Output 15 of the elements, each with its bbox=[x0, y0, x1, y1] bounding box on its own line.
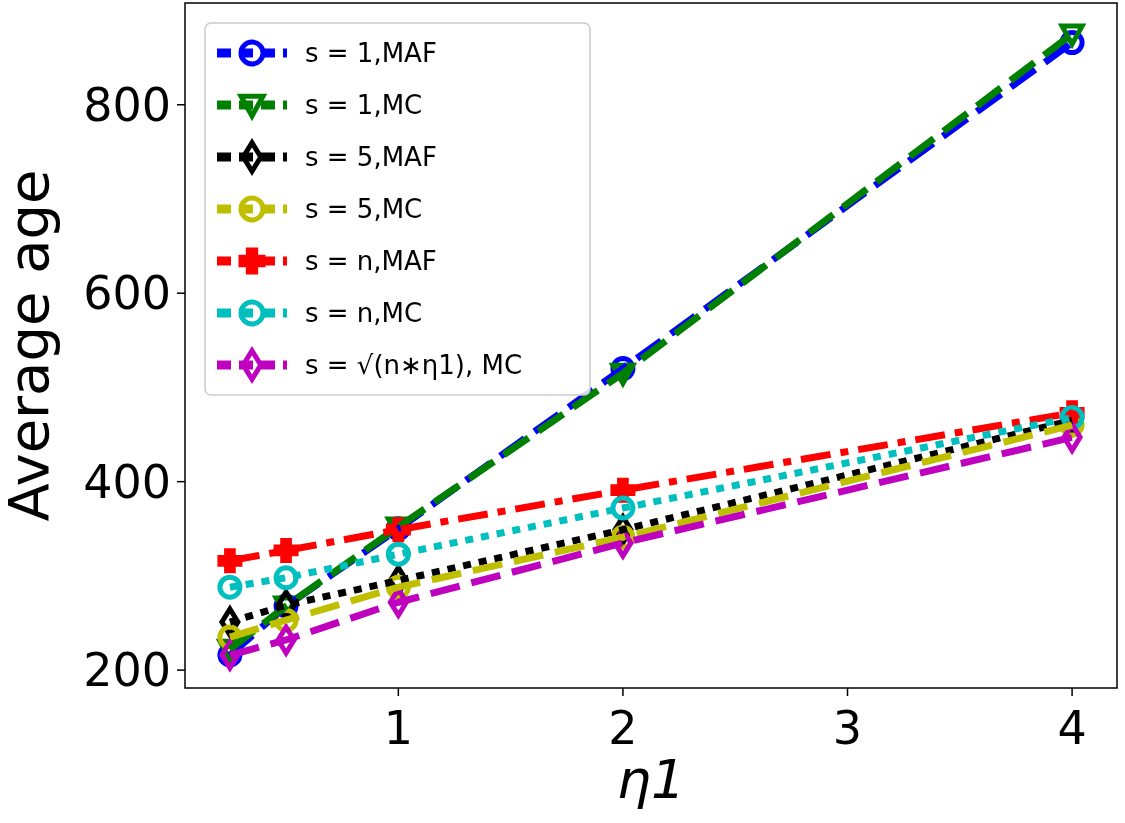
legend-label: s = n,MC bbox=[305, 298, 423, 328]
y-axis-title: Average age bbox=[0, 169, 61, 522]
x-tick-label: 3 bbox=[832, 701, 863, 755]
y-tick-label: 600 bbox=[83, 266, 171, 321]
y-tick-label: 400 bbox=[83, 454, 171, 509]
y-tick-label: 800 bbox=[83, 77, 171, 132]
x-tick-label: 1 bbox=[383, 701, 413, 755]
legend-label: s = 5,MC bbox=[305, 194, 423, 224]
legend-label: s = 1,MAF bbox=[305, 38, 437, 68]
legend-label: s = 1,MC bbox=[305, 90, 423, 120]
y-tick-label: 200 bbox=[83, 643, 171, 698]
legend-label: s = n,MAF bbox=[305, 246, 437, 276]
legend-label: s = √(n∗η1), MC bbox=[305, 350, 523, 380]
x-tick-label: 4 bbox=[1057, 701, 1087, 755]
legend-label: s = 5,MAF bbox=[305, 142, 437, 172]
